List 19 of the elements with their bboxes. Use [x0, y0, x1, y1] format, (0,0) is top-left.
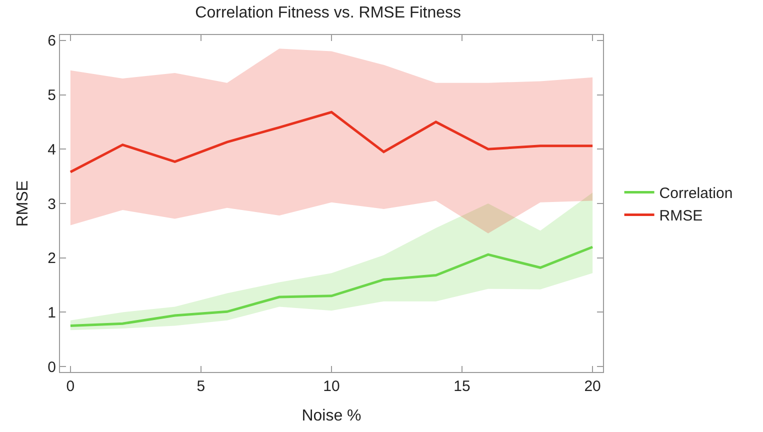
y-tick-label: 4 [48, 141, 56, 158]
chart-title: Correlation Fitness vs. RMSE Fitness [195, 4, 462, 22]
line-series [69, 110, 594, 174]
y-tick-label: 2 [48, 250, 56, 268]
x-tick-label: 20 [584, 378, 601, 395]
y-tick-label: 1 [48, 304, 56, 322]
y-tick-label: 3 [48, 196, 56, 213]
x-tick-label: 0 [66, 378, 75, 395]
y-tick-label: 0 [48, 358, 56, 376]
y-axis-title: RMSE [14, 180, 32, 227]
x-tick-label: 15 [454, 378, 470, 395]
legend-label: Correlation [659, 185, 733, 202]
x-axis-title: Noise % [302, 408, 362, 425]
y-tick-label: 6 [48, 32, 56, 50]
y-tick-label: 5 [48, 87, 56, 104]
legend-label: RMSE [659, 208, 703, 225]
x-tick-label: 10 [323, 378, 340, 395]
line-series [69, 246, 594, 328]
x-tick-label: 5 [196, 378, 206, 395]
